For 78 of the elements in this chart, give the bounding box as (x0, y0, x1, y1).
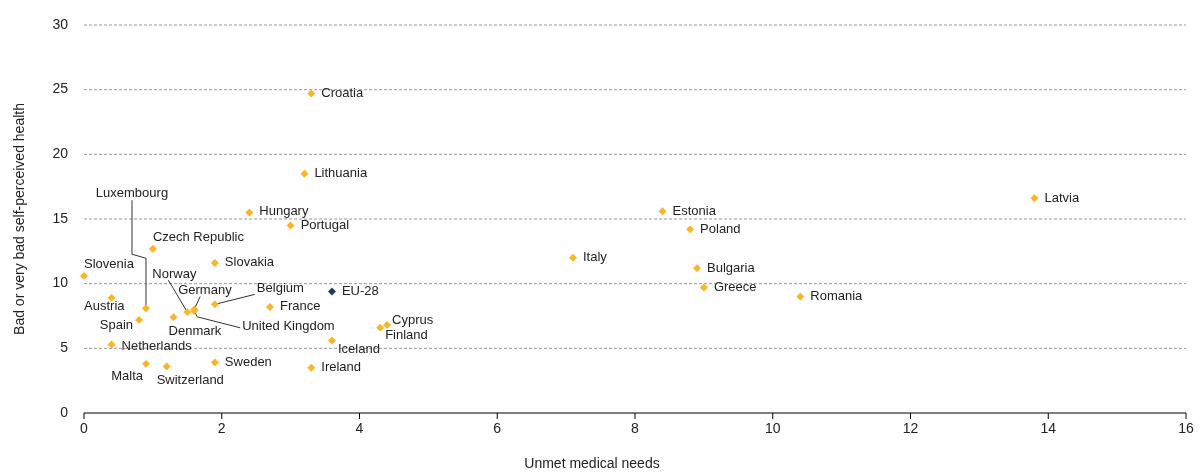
series-label: Austria (84, 298, 126, 314)
point (376, 323, 385, 332)
point (327, 336, 336, 345)
point (183, 308, 192, 317)
x-tick-label: 2 (217, 420, 226, 436)
series-label: Cyprus (392, 312, 434, 328)
series-label: Switzerland (156, 371, 224, 387)
point (699, 283, 708, 292)
point (307, 363, 316, 372)
point (210, 300, 219, 309)
series-label: Finland (385, 327, 428, 343)
series-label: Slovakia (224, 254, 275, 270)
y-tick-label: 20 (52, 145, 69, 162)
point (286, 221, 295, 230)
series-label: Czech Republic (152, 229, 245, 245)
point (142, 304, 150, 313)
series-label: Netherlands (121, 337, 193, 353)
series-label: Croatia (321, 84, 364, 100)
x-tick-label: 6 (493, 420, 502, 436)
series-label: Hungary (259, 202, 309, 218)
text: Belgium (256, 279, 304, 295)
series-label: Poland (700, 220, 741, 236)
point (658, 207, 667, 216)
series-label: Estonia (672, 202, 717, 218)
series-label: France (279, 298, 321, 314)
series-label: EU-28 (341, 282, 379, 298)
series-label: Latvia (1044, 189, 1080, 205)
point (162, 362, 171, 371)
point (80, 271, 88, 280)
y-axis-title: Bad or very bad self-perceived health (11, 103, 27, 335)
point (383, 321, 392, 330)
series-label: Ireland (321, 359, 362, 375)
y-tick-label: 30 (52, 15, 69, 32)
x-tick-label: 8 (631, 420, 640, 436)
series-label: Denmark (168, 322, 222, 338)
series-label: Lithuania (314, 165, 368, 181)
text: Norway (152, 265, 197, 281)
text: United Kingdom (242, 318, 335, 334)
series-label: Slovenia (84, 256, 135, 272)
point (327, 287, 336, 296)
series-label: Germany (178, 281, 233, 297)
point (210, 358, 219, 367)
point (569, 253, 577, 262)
series-label: Spain (99, 317, 134, 333)
series-label: Bulgaria (706, 259, 756, 275)
point (210, 259, 219, 267)
series-label: Italy (583, 249, 608, 265)
text: Luxembourg (95, 184, 169, 200)
point (169, 313, 178, 322)
y-tick-label: 15 (52, 209, 69, 226)
x-tick-label: 4 (355, 420, 364, 436)
point (245, 208, 254, 217)
x-tick-label: 10 (764, 420, 781, 436)
point (300, 169, 309, 178)
series-label: Iceland (337, 341, 380, 357)
y-tick-label: 25 (52, 80, 69, 97)
x-tick-label: 0 (80, 420, 89, 436)
point (148, 244, 157, 253)
point (1030, 194, 1039, 203)
y-tick-label: 0 (60, 403, 69, 420)
point (266, 302, 274, 311)
series-label: Malta (111, 368, 144, 384)
point (107, 340, 116, 349)
series-label: Romania (810, 288, 864, 304)
point (693, 264, 701, 273)
x-tick-label: 16 (1178, 420, 1194, 436)
x-tick-label: 14 (1040, 420, 1057, 436)
point (142, 359, 150, 368)
x-axis-title: Unmet medical needs (524, 455, 660, 471)
point (686, 225, 695, 234)
series-label: Greece (713, 278, 757, 294)
point (307, 89, 316, 98)
point (135, 315, 144, 324)
point (796, 292, 805, 301)
y-tick-label: 5 (60, 339, 69, 356)
y-tick-label: 10 (52, 274, 69, 291)
series-label: Sweden (224, 354, 272, 369)
x-tick-label: 12 (902, 420, 919, 436)
